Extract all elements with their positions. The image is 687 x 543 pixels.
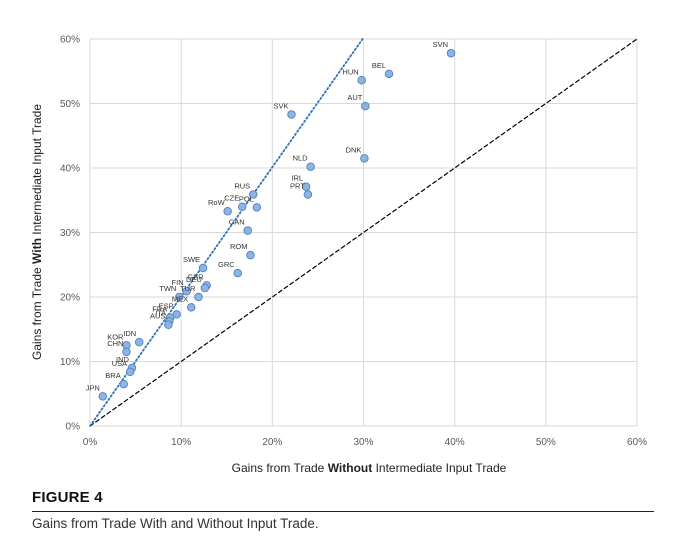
data-point <box>194 292 203 302</box>
axis-ticks: 0% 10% 20% 30% 40% 50% 60% 0% 10% 20% 30% 40% 50% 60% <box>60 35 647 449</box>
data-point <box>306 162 315 171</box>
x-tick-label: 50% <box>536 437 556 448</box>
point-label: RUS <box>234 181 250 190</box>
x-tick-label: 20% <box>262 437 282 448</box>
x-tick-label: 10% <box>171 437 191 448</box>
axis-title-part: Without <box>328 461 373 475</box>
point-label: AUT <box>347 93 362 102</box>
point-label: KOR <box>107 332 124 341</box>
axis-title-part: Intermediate Input Trade <box>372 461 506 475</box>
data-point <box>125 367 135 377</box>
point-label: FIN <box>172 278 184 287</box>
data-point <box>357 76 366 85</box>
data-points <box>98 48 456 401</box>
data-point <box>360 154 369 163</box>
figure-divider <box>32 511 654 512</box>
y-tick-label: 0% <box>66 422 81 433</box>
data-point <box>134 337 144 347</box>
point-label: MEX <box>172 294 188 303</box>
data-point <box>246 250 255 260</box>
y-axis-title: Gains from Trade With Intermediate Input… <box>30 104 44 360</box>
point-label: POL <box>239 194 254 203</box>
data-point <box>186 303 196 312</box>
point-label: IRL <box>291 174 303 183</box>
point-label: ITA <box>155 309 166 318</box>
x-axis-title: Gains from Trade Without Intermediate In… <box>232 461 507 475</box>
data-point <box>243 226 252 235</box>
point-label: CHN <box>107 339 123 348</box>
point-label: SVK <box>273 101 288 110</box>
data-point <box>303 190 313 199</box>
point-label: TWN <box>159 284 176 293</box>
y-tick-label: 50% <box>60 99 80 110</box>
data-point <box>122 347 131 357</box>
point-label: GRC <box>218 260 235 269</box>
data-point <box>164 320 173 329</box>
y-tick-label: 10% <box>60 357 80 368</box>
data-point <box>233 268 242 278</box>
point-label: DNK <box>346 145 362 154</box>
data-point <box>287 110 296 119</box>
point-label: JPN <box>86 383 100 392</box>
y-tick-label: 40% <box>60 164 80 175</box>
x-tick-label: 40% <box>445 437 465 448</box>
y-tick-label: 60% <box>60 35 80 46</box>
point-label: CZE <box>224 194 239 203</box>
diagonal-line <box>89 38 638 427</box>
axis-title-part: Gains from Trade <box>30 264 44 360</box>
point-label: PRT <box>290 181 305 190</box>
point-label: FRA <box>152 305 167 314</box>
point-label: RoW <box>208 198 226 207</box>
data-point <box>361 101 370 111</box>
figure-caption: Gains from Trade With and Without Input … <box>32 516 319 531</box>
point-label: HUN <box>342 67 358 76</box>
point-label: NLD <box>293 154 309 163</box>
data-point <box>200 283 210 293</box>
point-label: DEU <box>186 275 202 284</box>
data-point <box>223 206 232 216</box>
point-label: TUR <box>180 284 196 293</box>
axis-title-part: Gains from Trade <box>232 461 328 475</box>
point-label: IND <box>116 355 130 364</box>
axis-title-part: With <box>30 238 44 264</box>
figure-label: FIGURE 4 <box>32 489 103 506</box>
data-point <box>237 202 247 211</box>
y-tick-label: 30% <box>60 228 80 239</box>
data-point <box>198 263 208 273</box>
point-label: GBR <box>187 272 204 281</box>
data-point <box>301 182 311 191</box>
scatter-chart: 0% 10% 20% 30% 40% 50% 60% 0% 10% 20% 30% 40% 50% 60%… <box>30 35 647 476</box>
x-tick-label: 60% <box>627 437 647 448</box>
x-tick-label: 30% <box>353 437 373 448</box>
point-label: ESP <box>159 301 174 310</box>
data-point <box>182 286 191 296</box>
data-point <box>98 392 108 401</box>
point-label: BEL <box>372 61 386 70</box>
data-point <box>446 48 456 58</box>
point-label: CAN <box>229 218 245 227</box>
point-label: IDN <box>123 329 136 338</box>
point-label: USA <box>112 359 127 368</box>
reference-lines <box>89 38 638 427</box>
data-point <box>252 203 262 212</box>
point-label: ROM <box>230 242 248 251</box>
point-label: SVN <box>433 40 448 49</box>
point-label: BRA <box>105 371 120 380</box>
data-point <box>384 69 394 79</box>
fit-line <box>89 38 364 427</box>
point-label: SWE <box>183 255 200 264</box>
data-point <box>248 190 258 199</box>
data-point <box>119 379 128 389</box>
x-tick-label: 0% <box>83 437 98 448</box>
y-tick-label: 20% <box>60 293 80 304</box>
axis-title-part: Intermediate Input Trade <box>30 104 44 238</box>
data-point <box>175 292 184 302</box>
point-label: AUS <box>150 312 165 321</box>
